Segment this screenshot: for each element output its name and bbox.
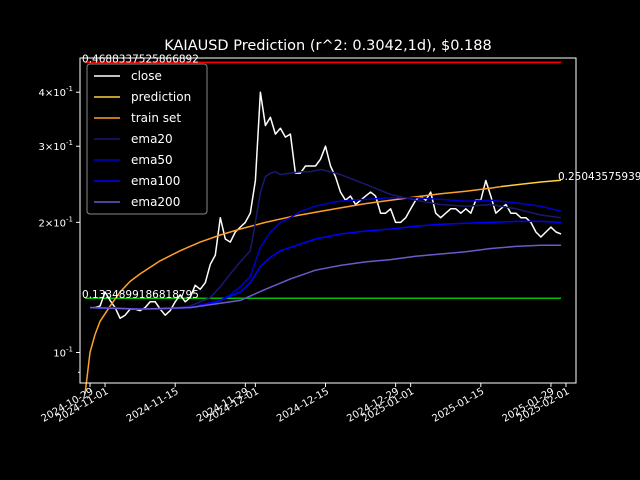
annotation-1: 0.1334899186818795: [82, 289, 199, 301]
legend-label-ema100: ema100: [131, 174, 180, 188]
plot-frame: [79, 57, 577, 384]
y-tick-label-2: 3×10-1: [39, 139, 73, 153]
legend-box: [86, 63, 208, 215]
annotation-0: 0.4688337525866892: [82, 53, 199, 65]
legend-label-prediction: prediction: [131, 90, 191, 104]
legend-label-ema50: ema50: [131, 153, 173, 167]
series-line-prediction: [500, 179, 562, 188]
series-line-ema50: [89, 197, 562, 310]
y-tick-label-1: 2×10-1: [39, 215, 73, 229]
y-tick-label-0: 10-1: [53, 345, 73, 359]
series-line-ema20: [90, 168, 562, 310]
y-tick-label-3: 4×10-1: [39, 85, 73, 99]
legend-label-train-set: train set: [131, 111, 181, 125]
legend-label-ema200: ema200: [131, 195, 180, 209]
legend-label-close: close: [131, 69, 162, 83]
chart-title: KAIAUSD Prediction (r^2: 0.3042,1d), $0.…: [164, 38, 491, 54]
legend: close prediction train set ema20 ema50 ema100…: [86, 63, 208, 215]
series-line-close: [90, 91, 562, 320]
series-line-ema200: [89, 244, 561, 310]
series-line-ema100: [89, 220, 562, 310]
legend-label-ema20: ema20: [131, 132, 173, 146]
annotation-2: 0.25043575939: [558, 171, 640, 183]
